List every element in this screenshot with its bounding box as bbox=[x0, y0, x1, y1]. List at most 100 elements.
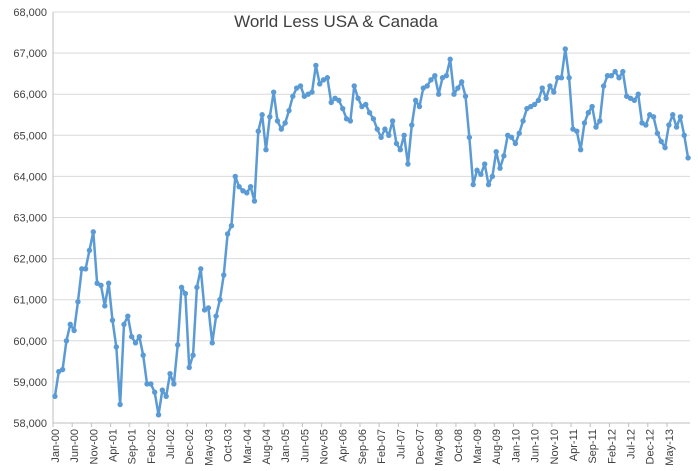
data-point bbox=[685, 155, 691, 161]
data-point bbox=[600, 83, 607, 89]
data-point bbox=[620, 68, 626, 75]
data-point bbox=[405, 161, 411, 167]
y-axis: 58,000 59,000 60,000 61,000 62,000 63,000 64,0… bbox=[13, 7, 54, 430]
data-point bbox=[228, 223, 235, 229]
data-point bbox=[409, 122, 415, 128]
data-point bbox=[178, 284, 185, 291]
x-tick-label: Sep-06 bbox=[357, 429, 369, 464]
x-tick-label: May-13 bbox=[664, 429, 676, 466]
data-point bbox=[71, 327, 77, 334]
data-point bbox=[144, 381, 150, 387]
data-point bbox=[155, 412, 162, 418]
data-point bbox=[616, 75, 622, 81]
data-point bbox=[209, 340, 215, 346]
data-point bbox=[255, 128, 261, 134]
data-point bbox=[270, 89, 277, 95]
x-tick-label: Apr-06 bbox=[338, 429, 350, 462]
data-point bbox=[597, 118, 603, 124]
data-point bbox=[470, 181, 476, 188]
data-point bbox=[650, 114, 657, 120]
data-point bbox=[539, 85, 545, 91]
data-point bbox=[259, 112, 265, 118]
data-point bbox=[589, 103, 595, 110]
data-point bbox=[159, 387, 166, 393]
data-point bbox=[474, 167, 480, 173]
x-tick-label: Nov-00 bbox=[88, 429, 100, 464]
data-point bbox=[313, 62, 319, 69]
x-tick-label: Oct-08 bbox=[453, 429, 465, 462]
data-point bbox=[608, 73, 615, 79]
data-point bbox=[531, 101, 538, 108]
data-point bbox=[186, 364, 192, 371]
data-point bbox=[251, 198, 258, 204]
data-point bbox=[67, 321, 73, 328]
data-point bbox=[447, 56, 453, 62]
y-tick-label: 67,000 bbox=[13, 48, 47, 60]
data-point bbox=[501, 153, 507, 159]
data-point bbox=[163, 393, 169, 399]
data-point bbox=[673, 124, 680, 130]
x-tick-label: Aug-09 bbox=[491, 429, 503, 464]
data-point bbox=[52, 393, 58, 399]
data-point bbox=[328, 99, 334, 106]
data-point bbox=[282, 120, 288, 126]
data-point bbox=[205, 305, 212, 311]
data-point bbox=[278, 126, 285, 132]
x-tick-label: Feb-12 bbox=[606, 429, 618, 464]
x-tick-label: Jun-05 bbox=[299, 429, 311, 463]
data-point bbox=[551, 89, 557, 95]
data-point bbox=[79, 266, 85, 272]
data-point bbox=[374, 126, 380, 132]
y-tick-label: 64,000 bbox=[13, 171, 47, 183]
data-point bbox=[677, 114, 684, 120]
x-tick-label: Dec-02 bbox=[184, 429, 196, 464]
y-tick-label: 66,000 bbox=[13, 89, 47, 101]
data-point bbox=[217, 297, 223, 303]
data-point bbox=[401, 132, 407, 138]
y-tick-label: 58,000 bbox=[13, 418, 47, 430]
data-point bbox=[493, 149, 499, 155]
data-point bbox=[297, 83, 304, 89]
data-point bbox=[574, 128, 580, 134]
data-point bbox=[151, 389, 158, 395]
data-point bbox=[547, 83, 553, 89]
data-point bbox=[363, 101, 369, 108]
data-point bbox=[562, 46, 568, 52]
data-point bbox=[443, 73, 450, 79]
y-tick-label: 62,000 bbox=[13, 254, 47, 266]
x-tick-label: May-08 bbox=[434, 429, 446, 466]
data-point bbox=[612, 68, 618, 75]
data-point bbox=[263, 146, 269, 153]
data-point bbox=[386, 132, 392, 138]
x-tick-label: Nov-10 bbox=[549, 429, 561, 464]
data-point bbox=[267, 114, 273, 120]
x-tick-label: Jun-10 bbox=[530, 429, 542, 463]
x-tick-label: May-03 bbox=[203, 429, 215, 466]
data-point bbox=[554, 75, 561, 81]
data-point bbox=[132, 340, 139, 346]
data-point bbox=[604, 73, 611, 79]
data-point bbox=[221, 272, 227, 278]
data-point bbox=[109, 317, 116, 323]
data-point bbox=[136, 333, 143, 340]
data-point bbox=[577, 146, 584, 153]
data-point bbox=[416, 103, 423, 110]
data-point bbox=[98, 282, 104, 289]
data-point bbox=[508, 134, 515, 141]
data-point bbox=[393, 140, 400, 147]
chart-title: World Less USA & Canada bbox=[234, 12, 438, 31]
x-tick-label: Jul-07 bbox=[395, 429, 407, 459]
data-point bbox=[435, 91, 442, 97]
data-point bbox=[75, 299, 81, 305]
data-point bbox=[121, 321, 127, 328]
data-point bbox=[324, 75, 331, 81]
data-point bbox=[175, 342, 181, 348]
data-point bbox=[198, 266, 204, 272]
data-point bbox=[247, 183, 254, 190]
data-point bbox=[455, 85, 461, 91]
x-tick-label: Jun-00 bbox=[69, 429, 81, 463]
data-point bbox=[566, 75, 572, 81]
data-point bbox=[466, 134, 473, 141]
data-point bbox=[347, 118, 354, 124]
x-tick-label: Jan-05 bbox=[280, 429, 292, 463]
